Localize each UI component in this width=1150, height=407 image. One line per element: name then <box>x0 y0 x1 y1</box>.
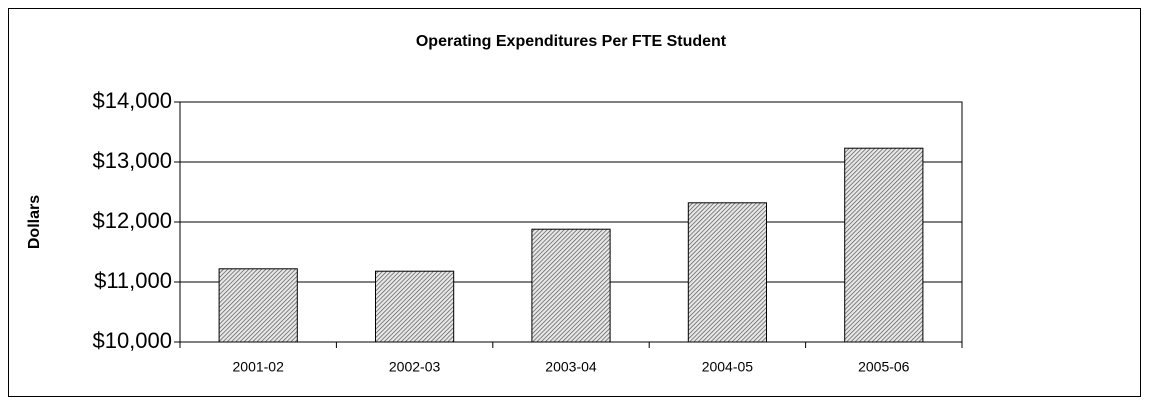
x-tick-label: 2003-04 <box>545 359 597 375</box>
bar <box>375 270 455 343</box>
bar <box>687 202 767 343</box>
y-tick-label: $10,000 <box>92 328 172 353</box>
bar <box>531 228 611 343</box>
x-tick-label: 2002-03 <box>389 359 441 375</box>
y-tick-label: $14,000 <box>92 88 172 113</box>
y-tick-label: $13,000 <box>92 148 172 173</box>
bar <box>218 268 298 343</box>
y-tick-label: $11,000 <box>94 268 172 293</box>
bar <box>844 147 924 343</box>
y-axis-label: Dollars <box>26 195 43 249</box>
chart-title: Operating Expenditures Per FTE Student <box>416 33 727 50</box>
x-tick-label: 2005-06 <box>858 359 910 375</box>
y-tick-label: $12,000 <box>92 208 172 233</box>
x-tick-label: 2004-05 <box>702 359 754 375</box>
x-tick-label: 2001-02 <box>233 359 285 375</box>
